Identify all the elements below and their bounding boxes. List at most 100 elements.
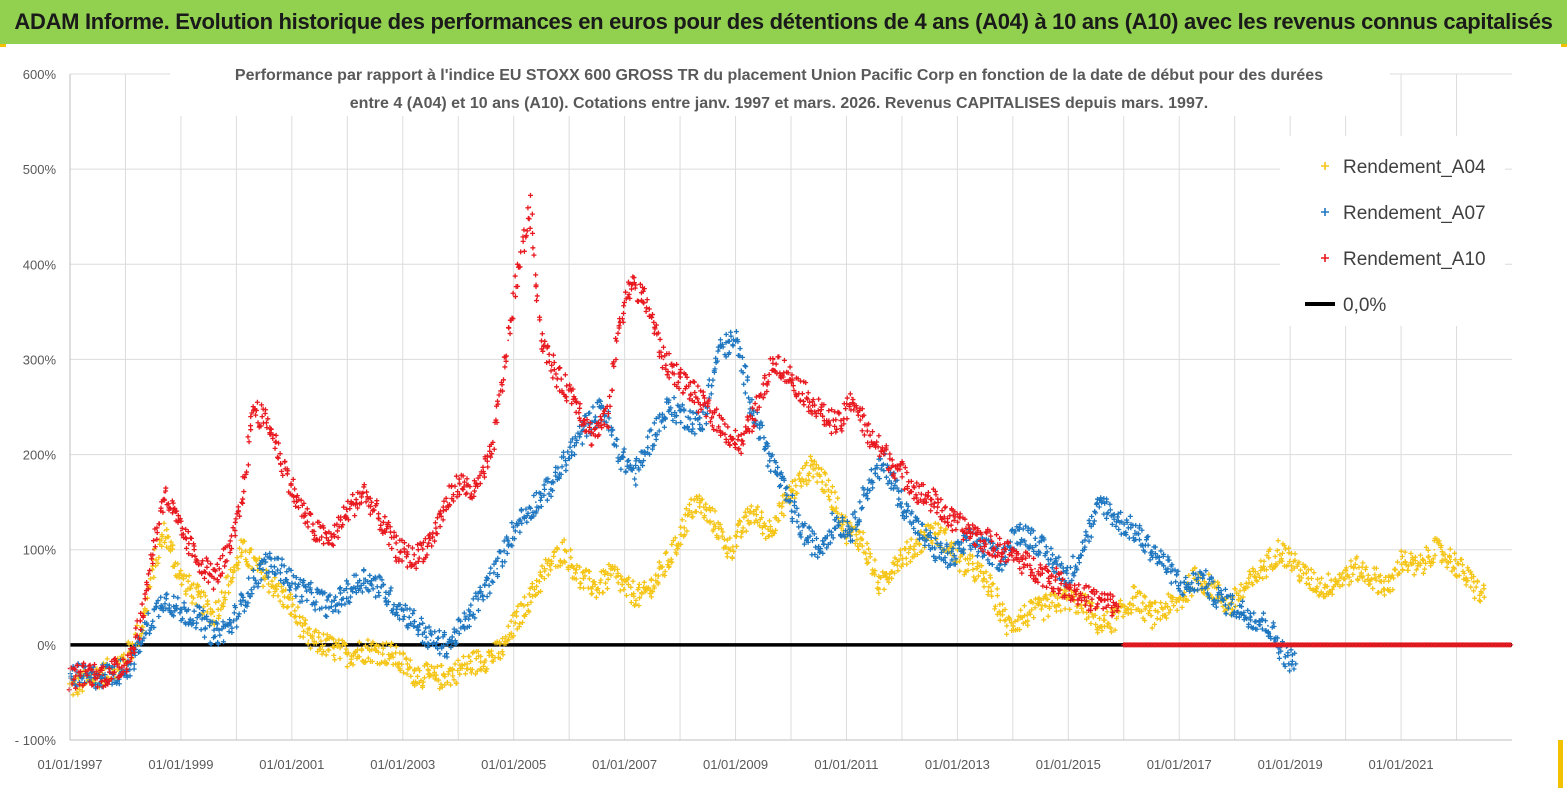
data-point-marker	[1300, 561, 1306, 567]
data-point-marker	[866, 546, 872, 552]
data-point-marker	[661, 344, 667, 350]
data-point-marker	[688, 496, 694, 502]
data-point-marker	[389, 546, 395, 552]
data-point-marker	[534, 293, 540, 299]
data-point-marker	[819, 479, 825, 485]
data-point-marker	[285, 604, 291, 610]
data-point-marker	[188, 535, 194, 541]
series-Rendement_A10-point	[213, 577, 216, 580]
data-point-marker	[310, 521, 316, 527]
data-point-marker	[197, 612, 203, 618]
data-point-marker	[558, 376, 564, 382]
data-point-marker	[641, 579, 647, 585]
data-point-marker	[551, 360, 557, 366]
data-point-marker	[773, 361, 779, 367]
data-point-marker	[127, 673, 133, 679]
data-point-marker	[530, 245, 536, 251]
data-point-marker	[343, 646, 349, 652]
data-point-marker	[171, 613, 177, 619]
data-point-marker	[847, 391, 853, 397]
data-point-marker	[245, 434, 251, 440]
data-point-marker	[835, 495, 841, 501]
data-point-marker	[559, 539, 565, 545]
data-point-marker	[227, 538, 233, 544]
data-point-marker	[468, 602, 474, 608]
data-point-marker	[833, 505, 839, 511]
data-point-marker	[133, 642, 138, 648]
data-point-marker	[440, 504, 446, 510]
data-point-marker	[614, 436, 620, 442]
data-point-marker	[745, 506, 751, 512]
data-point-marker	[393, 540, 399, 546]
data-point-marker	[139, 601, 145, 607]
data-point-marker	[538, 588, 544, 594]
series-Rendement_A07-point	[396, 605, 399, 608]
data-point-marker	[876, 586, 882, 592]
data-point-marker	[530, 230, 536, 236]
series-Rendement_A07-point	[967, 539, 970, 542]
data-point-marker	[661, 424, 667, 430]
data-point-marker	[297, 633, 303, 639]
data-point-marker	[589, 590, 595, 596]
data-point-marker	[740, 529, 746, 535]
data-point-marker	[155, 598, 161, 604]
series-Rendement_A10-point	[379, 520, 382, 523]
data-point-marker	[359, 647, 365, 653]
data-point-marker	[231, 564, 237, 570]
data-point-marker	[695, 383, 701, 389]
data-point-marker	[872, 471, 878, 477]
data-point-marker	[307, 626, 313, 632]
series-Rendement_A07-point	[817, 548, 820, 551]
series-Rendement_A07-point	[834, 520, 837, 523]
data-point-marker	[792, 477, 798, 483]
data-point-marker	[675, 546, 681, 552]
data-point-marker	[1354, 554, 1360, 560]
data-point-marker	[1255, 571, 1261, 577]
series-Rendement_A04-point	[152, 567, 155, 570]
data-point-marker	[861, 432, 867, 438]
data-point-marker	[1046, 603, 1052, 609]
data-point-marker	[1288, 647, 1294, 653]
series-Rendement_A04-point	[1372, 577, 1375, 580]
data-point-marker	[526, 609, 532, 615]
data-point-marker	[305, 641, 311, 647]
data-point-marker	[237, 598, 243, 604]
data-point-marker	[1319, 575, 1325, 581]
series-Rendement_A10-point	[679, 377, 681, 380]
data-point-marker	[416, 555, 422, 561]
data-point-marker	[768, 468, 774, 474]
data-point-marker	[68, 673, 74, 679]
data-point-marker	[308, 645, 314, 651]
data-point-marker	[657, 336, 663, 342]
data-point-marker	[138, 641, 144, 647]
data-point-marker	[401, 670, 407, 676]
data-point-marker	[269, 578, 275, 584]
data-point-marker	[226, 582, 232, 588]
data-point-marker	[263, 559, 269, 565]
data-point-marker	[488, 565, 494, 571]
data-point-marker	[151, 574, 157, 580]
data-point-marker	[865, 559, 871, 565]
data-point-marker	[247, 593, 253, 599]
data-point-marker	[239, 549, 245, 555]
data-point-marker	[382, 514, 388, 520]
series-Rendement_A07-point	[507, 539, 510, 542]
data-point-marker	[1276, 655, 1282, 661]
data-point-marker	[124, 674, 130, 680]
data-point-marker	[400, 651, 406, 657]
data-point-marker	[1471, 574, 1477, 580]
data-point-marker	[332, 657, 338, 663]
data-point-marker	[1348, 558, 1354, 564]
data-point-marker	[204, 564, 210, 570]
data-point-marker	[925, 489, 931, 495]
data-point-marker	[1389, 572, 1395, 578]
data-point-marker	[1447, 553, 1453, 559]
data-point-marker	[740, 525, 746, 531]
data-point-marker	[1392, 567, 1398, 573]
data-point-marker	[1021, 561, 1027, 567]
data-point-marker	[826, 477, 832, 483]
data-point-marker	[534, 298, 540, 304]
data-point-marker	[1170, 594, 1176, 600]
data-point-marker	[301, 620, 307, 626]
data-point-marker	[623, 593, 629, 599]
